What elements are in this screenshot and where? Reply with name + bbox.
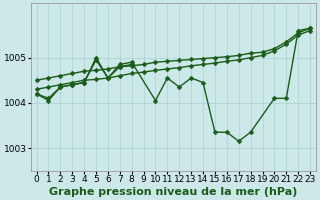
X-axis label: Graphe pression niveau de la mer (hPa): Graphe pression niveau de la mer (hPa) xyxy=(49,187,298,197)
